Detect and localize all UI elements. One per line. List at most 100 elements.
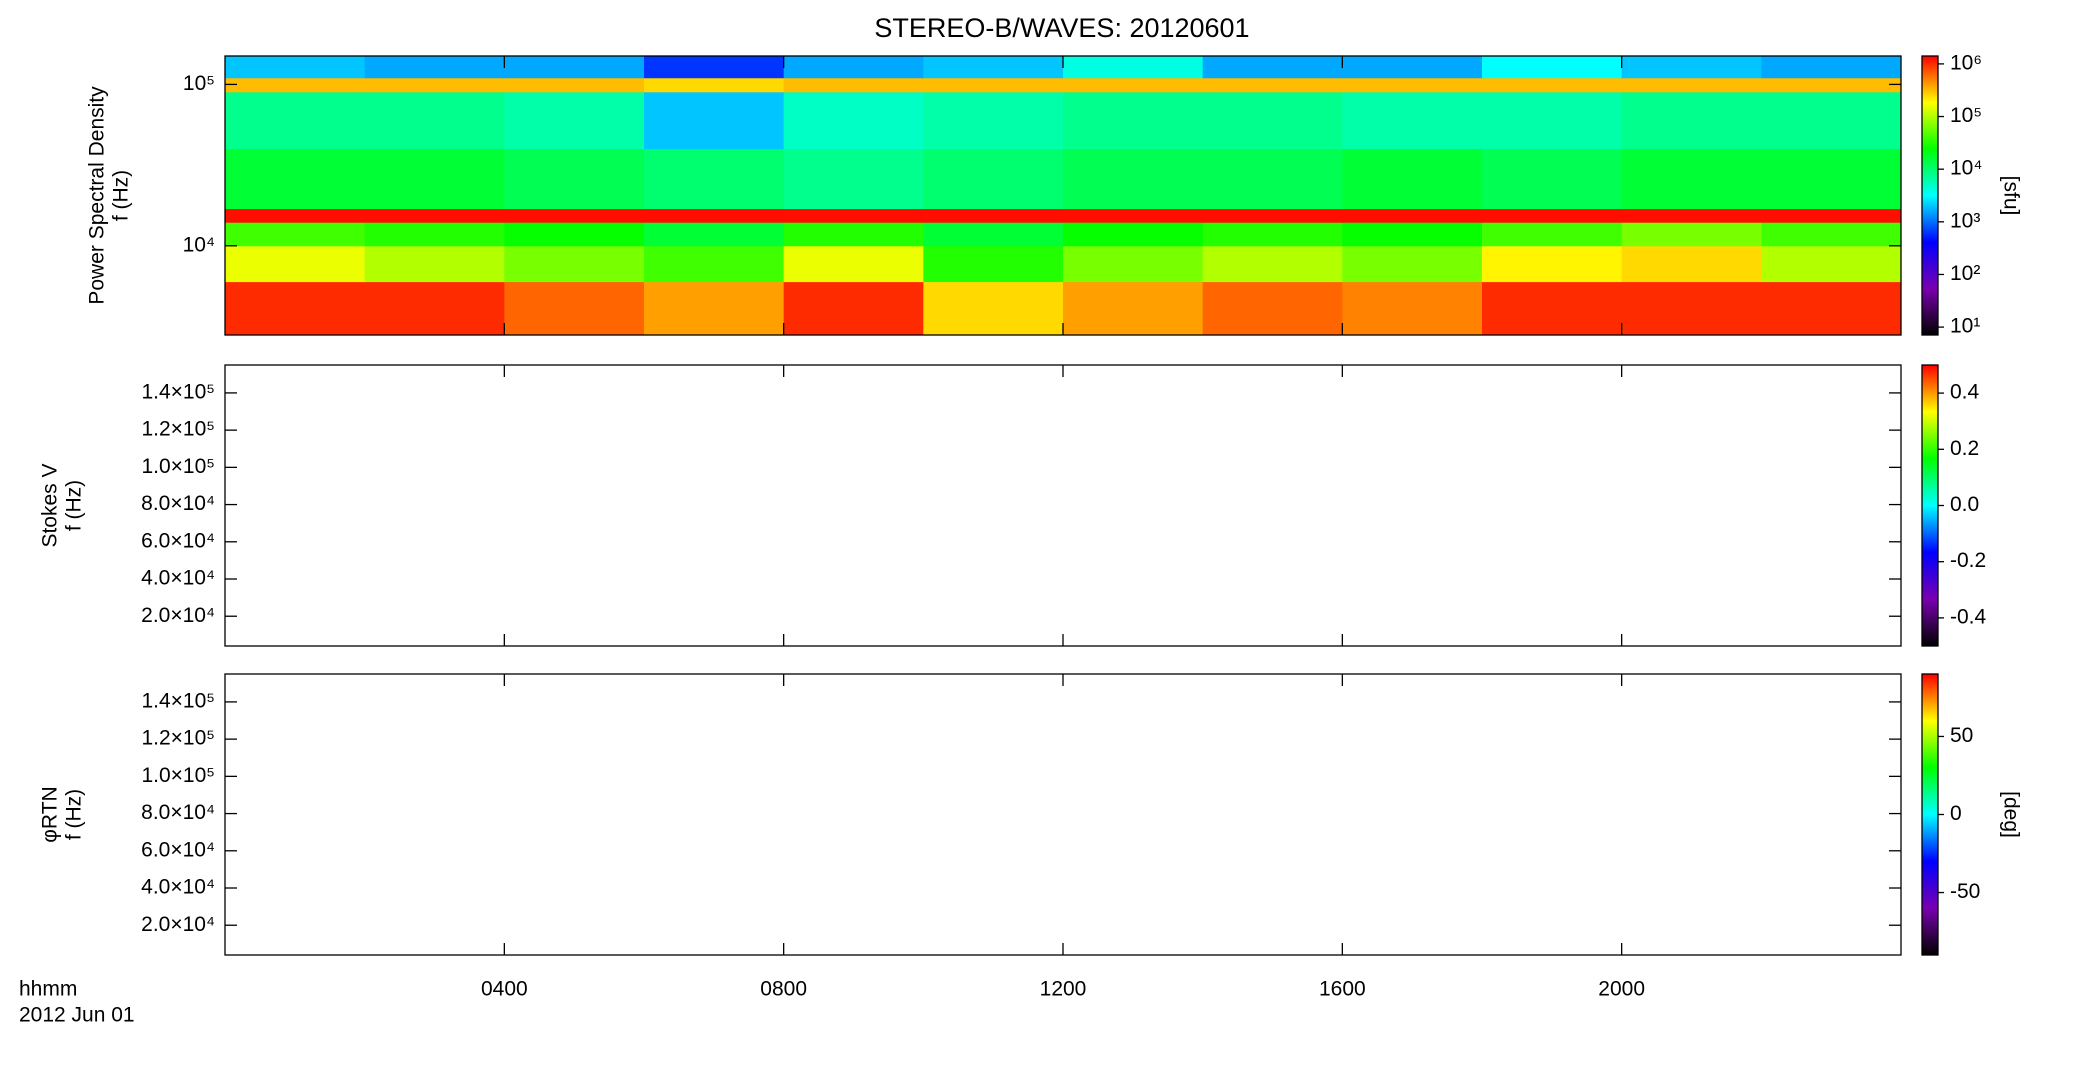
spectrogram-cell xyxy=(504,77,645,93)
y-tick-label: 4.0×10⁴ xyxy=(141,876,215,899)
spectrogram-cell xyxy=(1482,77,1623,93)
spectrogram-cell xyxy=(1342,148,1483,210)
spectrogram-cell xyxy=(364,148,505,210)
spectrogram-cell xyxy=(1202,281,1343,336)
colorbar-tick-label: 10³ xyxy=(1950,209,1980,232)
colorbar xyxy=(1921,364,1939,647)
y-tick-label: 1.2×10⁵ xyxy=(141,418,215,441)
spectrogram-cell xyxy=(1482,245,1623,283)
spectrogram-cell xyxy=(1761,222,1902,247)
spectrogram-cell xyxy=(923,281,1064,336)
spectrogram-cell xyxy=(923,245,1064,283)
spectrogram-cell xyxy=(1342,77,1483,93)
spectrogram-cell xyxy=(923,208,1064,223)
spectrogram-cell xyxy=(1202,245,1343,283)
spectrogram-cell xyxy=(783,245,924,283)
spectrogram-cell xyxy=(1063,91,1204,150)
spectrogram-cell xyxy=(1482,208,1623,223)
spectrogram-cell xyxy=(1063,245,1204,283)
colorbar-tick-label: 10² xyxy=(1950,262,1980,285)
spectrogram-cell xyxy=(783,222,924,247)
spectrogram-cell xyxy=(1621,91,1762,150)
y-tick-label: 10⁴ xyxy=(183,233,215,256)
spectrogram-cell xyxy=(783,77,924,93)
spectrogram-cell xyxy=(1342,208,1483,223)
y-tick-label: 2.0×10⁴ xyxy=(141,604,215,627)
spectrogram-cell xyxy=(1761,281,1902,336)
spectrogram-cell xyxy=(923,148,1064,210)
spectrogram-cell xyxy=(504,91,645,150)
spectrogram-cell xyxy=(783,148,924,210)
x-tick-label: 0800 xyxy=(760,978,807,1001)
x-tick-label: 1600 xyxy=(1319,978,1366,1001)
y-tick-label: 1.2×10⁵ xyxy=(141,727,215,750)
colorbar-tick-label: 10⁵ xyxy=(1950,104,1982,127)
spectrogram-cell xyxy=(225,148,366,210)
spectrogram-cell xyxy=(225,56,366,79)
spectrogram-cell xyxy=(1621,77,1762,93)
spectrogram-cell xyxy=(1621,281,1762,336)
date-label: 2012 Jun 01 xyxy=(19,1004,135,1027)
colorbar-tick-label: 10¹ xyxy=(1950,315,1980,338)
plot-frame xyxy=(224,673,1902,956)
spectrogram-cell xyxy=(364,281,505,336)
colorbar-tick-label: 0.0 xyxy=(1950,493,1979,516)
spectrogram-cell xyxy=(1761,245,1902,283)
colorbar xyxy=(1921,673,1939,956)
y-axis-label: φRTN xyxy=(39,786,62,842)
colorbar-tick-label: -50 xyxy=(1950,880,1980,903)
x-tick-label: 2000 xyxy=(1598,978,1645,1001)
colorbar-tick-label: 10⁴ xyxy=(1950,157,1982,180)
spectrogram-cell xyxy=(364,208,505,223)
y-tick-label: 1.4×10⁵ xyxy=(141,689,215,712)
colorbar-tick-label: -0.4 xyxy=(1950,605,1987,628)
spectrogram-cell xyxy=(504,56,645,79)
spectrogram-cell xyxy=(923,56,1064,79)
colorbar-tick-label: 0 xyxy=(1950,802,1962,825)
spectrogram-cell xyxy=(225,77,366,93)
spectrogram-cell xyxy=(644,56,785,79)
spectrogram-cell xyxy=(1482,148,1623,210)
spectrogram-cell xyxy=(1063,148,1204,210)
spectrogram-cell xyxy=(225,222,366,247)
spectrogram-cell xyxy=(1202,222,1343,247)
spectrogram-cell xyxy=(1342,91,1483,150)
y-tick-label: 6.0×10⁴ xyxy=(141,529,215,552)
colorbar xyxy=(1921,55,1939,336)
y-tick-label: 4.0×10⁴ xyxy=(141,567,215,590)
y-axis-label: Stokes V xyxy=(39,463,62,547)
spectrogram-cell xyxy=(783,91,924,150)
spectrogram-cell xyxy=(1761,77,1902,93)
x-axis-label: hhmm xyxy=(19,978,77,1001)
spectrogram-cell xyxy=(1063,281,1204,336)
spectrogram-cell xyxy=(1482,222,1623,247)
spectrogram-cell xyxy=(1342,56,1483,79)
spectrogram-cell xyxy=(225,91,366,150)
y-tick-label: 1.0×10⁵ xyxy=(141,764,215,787)
spectrogram-cell xyxy=(1342,245,1483,283)
colorbar-tick-label: 0.4 xyxy=(1950,381,1980,404)
spectrogram-cell xyxy=(504,148,645,210)
spectrogram-cell xyxy=(364,91,505,150)
colorbar-tick-label: -0.2 xyxy=(1950,549,1986,572)
spectrogram-cell xyxy=(364,222,505,247)
spectrogram-cell xyxy=(1621,222,1762,247)
colorbar-tick-label: 50 xyxy=(1950,724,1973,747)
spectrogram-cell xyxy=(1342,222,1483,247)
spectrogram-cell xyxy=(1761,91,1902,150)
spectrogram-cell xyxy=(1202,77,1343,93)
spectrogram-cell xyxy=(1063,222,1204,247)
spectrogram-cell xyxy=(1202,148,1343,210)
chart-title: STEREO-B/WAVES: 20120601 xyxy=(874,13,1249,43)
spectrogram-cell xyxy=(1202,56,1343,79)
spectrogram-cell xyxy=(644,281,785,336)
spectrogram-cell xyxy=(1342,281,1483,336)
spectrogram-cell xyxy=(504,222,645,247)
spectrogram-cell xyxy=(1621,208,1762,223)
y-tick-label: 6.0×10⁴ xyxy=(141,838,215,861)
spectrogram-cell xyxy=(364,56,505,79)
spectrogram-cell xyxy=(923,91,1064,150)
spectrogram-cell xyxy=(364,245,505,283)
y-axis-label: Power Spectral Density xyxy=(86,86,109,305)
colorbar-label: [sfu] xyxy=(1999,176,2022,216)
